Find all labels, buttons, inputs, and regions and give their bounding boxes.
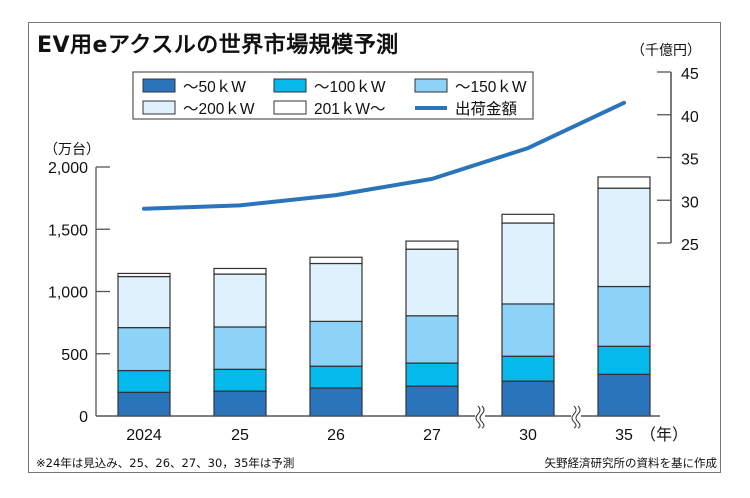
legend-swatch-s100 [273, 78, 307, 93]
bar-segment-s150 [309, 320, 363, 367]
right-tick-label: 25 [681, 237, 699, 254]
bar-segment-s100 [117, 369, 171, 393]
left-axis: 0 500 1,000 1,500 2,000 （万台） [44, 142, 110, 426]
bar-segment-s100 [501, 355, 555, 382]
bar-segment-s200 [597, 187, 651, 288]
axis-break-mark [571, 405, 577, 429]
bar-segment-s50 [405, 385, 459, 417]
legend-swatch-s50 [142, 78, 176, 93]
bar-segment-s50 [213, 390, 267, 417]
left-tick-label: 2,000 [48, 160, 88, 177]
bar-stack-35 [597, 176, 651, 417]
legend-label-s201: 201ｋW～ [314, 101, 386, 118]
right-tick-label: 35 [681, 152, 699, 169]
legend-swatch-s200 [142, 100, 176, 115]
bar-segment-s201 [117, 272, 171, 278]
left-tick-label: 500 [61, 347, 88, 364]
bar-segment-s201 [213, 267, 267, 275]
legend-label-s200: ～200ｋW [183, 101, 255, 118]
legend-label-s100: ～100ｋW [314, 79, 386, 96]
legend-swatch-s150 [414, 78, 448, 93]
bar-segment-s100 [597, 345, 651, 375]
x-tick-label: 2024 [126, 427, 162, 444]
legend-swatch-s201 [273, 100, 307, 115]
bar-stack-30 [501, 213, 555, 417]
legend-label-s150: ～150ｋW [455, 79, 527, 96]
bar-segment-s100 [309, 365, 363, 389]
bar-segment-s200 [117, 275, 171, 329]
legend: ～50ｋW ～100ｋW ～150ｋW ～200ｋW 201ｋW～ 出荷金額 [132, 71, 534, 120]
left-axis-unit: （万台） [44, 142, 100, 158]
axis-break-mark [475, 405, 481, 429]
left-tick-label: 1,500 [48, 222, 88, 239]
bar-segment-s201 [501, 213, 555, 224]
bar-segment-s150 [501, 303, 555, 357]
bar-segment-s150 [597, 285, 651, 347]
x-axis: 2024 25 26 27 30 35 （年） [96, 405, 688, 444]
right-tick-label: 40 [681, 109, 699, 126]
bar-stack-2024 [117, 272, 171, 417]
x-tick-label: 26 [327, 427, 345, 444]
axis-break-mark [479, 405, 485, 429]
x-tick-label: 25 [231, 427, 249, 444]
right-tick-label: 45 [681, 66, 699, 83]
bar-segment-s200 [501, 222, 555, 305]
bar-segment-s50 [117, 391, 171, 417]
bar-segment-s150 [117, 327, 171, 372]
bar-segment-s200 [309, 262, 363, 322]
bar-stack-25 [213, 267, 267, 417]
legend-label-s50: ～50ｋW [183, 79, 246, 96]
bar-segment-s150 [213, 326, 267, 370]
bar-segment-s100 [405, 362, 459, 387]
bar-segment-s201 [405, 240, 459, 250]
left-tick-label: 0 [79, 409, 88, 426]
chart-title: EV用eアクスルの世界市場規模予測 [37, 33, 399, 58]
right-axis-unit: （千億円） [631, 43, 701, 59]
legend-box [132, 71, 534, 120]
footnote-forecast: ※24年は見込み、25、26、27、30，35年は予測 [36, 456, 295, 470]
right-tick-label: 30 [681, 194, 699, 211]
bar-segment-s200 [213, 273, 267, 328]
bar-segment-s201 [309, 256, 363, 265]
left-tick-label: 1,000 [48, 285, 88, 302]
x-tick-label: 27 [423, 427, 441, 444]
axis-break-mark [575, 405, 581, 429]
right-axis: 25 30 35 40 45 （千億円） [631, 43, 701, 254]
line-path [142, 100, 626, 211]
bar-segment-s50 [309, 387, 363, 417]
x-tick-label: 35 [615, 427, 633, 444]
legend-label-line: 出荷金額 [455, 100, 517, 118]
bar-segment-s200 [405, 248, 459, 317]
bar-segment-s50 [501, 380, 555, 417]
footnote-source: 矢野経済研究所の資料を基に作成 [544, 456, 718, 470]
bar-stack-27 [405, 240, 459, 417]
bar-segment-s50 [597, 373, 651, 417]
bar-segment-s150 [405, 315, 459, 364]
x-tick-label: 30 [519, 427, 537, 444]
chart-frame [28, 22, 721, 473]
bars [117, 176, 651, 417]
bar-segment-s100 [213, 368, 267, 392]
bar-segment-s201 [597, 176, 651, 189]
bar-stack-26 [309, 256, 363, 417]
shipment-value-line [142, 100, 626, 211]
x-axis-unit: （年） [640, 426, 688, 444]
